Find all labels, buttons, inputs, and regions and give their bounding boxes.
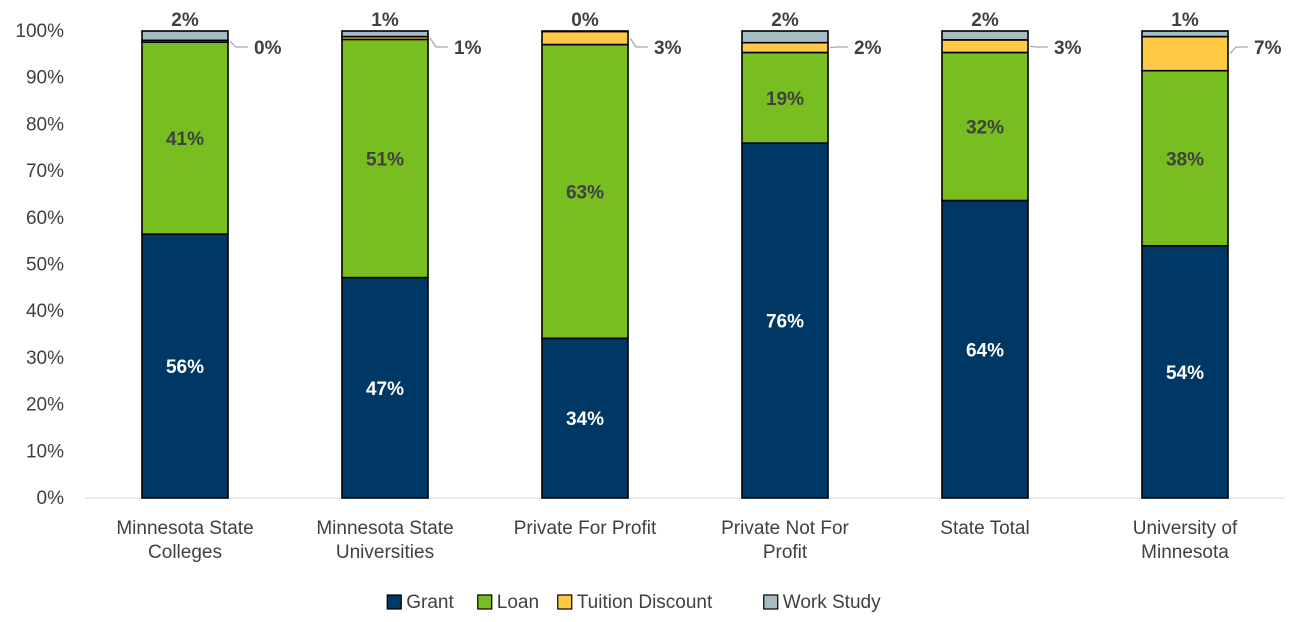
legend-label: Tuition Discount	[577, 592, 713, 613]
bar-segment-grant	[141, 233, 229, 499]
data-label: 32%	[966, 118, 1004, 139]
bar-segment-tuition-discount	[1141, 35, 1229, 72]
bar-segment-grant	[741, 142, 829, 499]
bar-segment-tuition-discount	[541, 30, 629, 46]
bar-segment-work-study	[1141, 30, 1229, 38]
bar-segment-loan	[741, 51, 829, 144]
bar-segment-work-study	[341, 30, 429, 38]
y-tick-label: 10%	[26, 441, 64, 462]
legend-label: Grant	[406, 592, 454, 613]
data-label: 64%	[966, 340, 1004, 361]
data-label: 0%	[254, 38, 282, 59]
legend-swatch	[477, 594, 493, 610]
data-label: 0%	[571, 10, 599, 31]
data-label: 1%	[1171, 10, 1199, 31]
y-tick-label: 40%	[26, 301, 64, 322]
y-tick-label: 20%	[26, 395, 64, 416]
y-tick-label: 0%	[37, 488, 65, 509]
y-tick-label: 30%	[26, 348, 64, 369]
x-category-label: Colleges	[148, 542, 222, 563]
x-category-label: Minnesota	[1141, 542, 1229, 563]
y-tick-label: 60%	[26, 208, 64, 229]
bar-segment-work-study	[941, 30, 1029, 41]
data-label: 2%	[171, 10, 199, 31]
data-label: 2%	[771, 10, 799, 31]
x-category-label: State Total	[940, 518, 1029, 539]
bar-segment-grant	[541, 337, 629, 499]
leader-line	[629, 37, 648, 48]
data-label: 3%	[654, 38, 682, 59]
y-tick-label: 80%	[26, 114, 64, 135]
legend-label: Loan	[497, 592, 539, 613]
legend-swatch	[763, 594, 779, 610]
legend-swatch	[557, 594, 573, 610]
legend-swatch	[386, 594, 402, 610]
x-category-label: University of	[1133, 518, 1238, 539]
data-label: 38%	[1166, 149, 1204, 170]
bar-segment-loan	[941, 51, 1029, 202]
bar-segment-work-study	[741, 30, 829, 44]
data-label: 19%	[766, 89, 804, 110]
data-label: 2%	[854, 38, 882, 59]
x-category-label: Private Not For	[721, 518, 849, 539]
leader-line	[429, 37, 448, 48]
bar-segment-loan	[541, 43, 629, 340]
data-label: 41%	[166, 129, 204, 150]
data-label: 51%	[366, 149, 404, 170]
x-category-label: Profit	[763, 542, 808, 563]
y-tick-label: 100%	[15, 21, 64, 42]
bar-segment-grant	[941, 199, 1029, 499]
x-category-label: Universities	[336, 542, 434, 563]
data-label: 56%	[166, 357, 204, 378]
legend-label: Work Study	[783, 592, 881, 613]
data-label: 1%	[371, 10, 399, 31]
data-label: 1%	[454, 38, 482, 59]
bar-segment-tuition-discount	[741, 41, 829, 54]
y-tick-label: 90%	[26, 68, 64, 89]
bar-segment-work-study	[541, 30, 629, 33]
x-category-label: Minnesota State	[316, 518, 453, 539]
data-label: 76%	[766, 312, 804, 333]
data-label: 7%	[1254, 38, 1282, 59]
leader-line	[229, 40, 248, 48]
y-tick-label: 50%	[26, 255, 64, 276]
bar-segment-loan	[341, 38, 429, 279]
x-category-label: Minnesota State	[116, 518, 253, 539]
bar-segment-work-study	[141, 30, 229, 42]
y-tick-label: 70%	[26, 161, 64, 182]
bar-segment-grant	[341, 276, 429, 499]
bar-segment-grant	[1141, 245, 1229, 499]
bar-segment-loan	[1141, 69, 1229, 247]
x-category-label: Private For Profit	[514, 518, 657, 539]
data-label: 2%	[971, 10, 999, 31]
data-label: 63%	[566, 182, 604, 203]
leader-line	[1029, 45, 1048, 48]
data-label: 54%	[1166, 363, 1204, 384]
leader-line	[829, 46, 848, 49]
bar-segment-tuition-discount	[941, 39, 1029, 54]
data-label: 34%	[566, 409, 604, 430]
data-label: 3%	[1054, 38, 1082, 59]
leader-line	[1229, 46, 1248, 55]
data-label: 47%	[366, 379, 404, 400]
bar-segment-loan	[141, 41, 229, 235]
